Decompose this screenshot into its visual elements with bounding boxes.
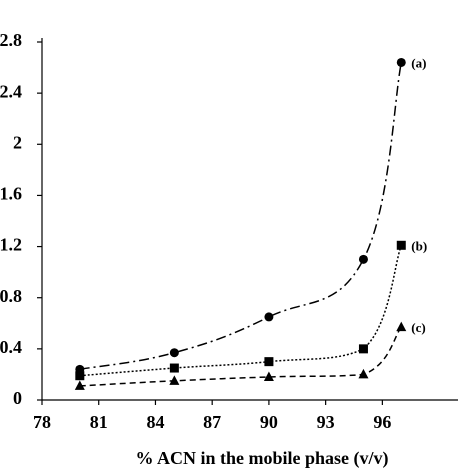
series-line [79,326,402,387]
y-tick-label: 0 [13,388,22,408]
marker [264,312,274,322]
marker [264,357,274,367]
series-label: (b) [411,238,427,253]
y-tick-label: 0.8 [0,286,22,306]
marker [169,375,180,385]
x-tick-label: 78 [33,412,51,432]
marker [358,344,368,354]
series-line [79,62,403,371]
x-tick-label: 87 [203,412,221,432]
x-tick-label: 96 [373,412,391,432]
marker [396,57,406,67]
marker [169,363,179,373]
x-tick-label: 93 [317,412,335,432]
y-tick-label: 1.2 [0,235,22,255]
series-line [79,245,402,377]
x-tick-label: 81 [90,412,108,432]
marker [75,371,85,381]
marker [358,254,368,264]
y-tick-label: 1.6 [0,184,22,204]
x-tick-label: 90 [260,412,278,432]
y-tick-label: 2.8 [0,30,22,50]
marker [74,380,85,390]
series-label: (c) [411,320,425,335]
marker [169,348,179,358]
marker [396,240,406,250]
marker [396,321,407,332]
x-axis-label: % ACN in the mobile phase (v/v) [135,448,388,469]
marker [358,368,369,379]
y-tick-label: 0.4 [0,337,22,357]
x-tick-label: 84 [146,412,164,432]
y-tick-label: 2 [13,132,22,152]
marker [263,371,274,381]
y-tick-label: 2.4 [0,81,22,101]
series-label: (a) [411,55,426,70]
